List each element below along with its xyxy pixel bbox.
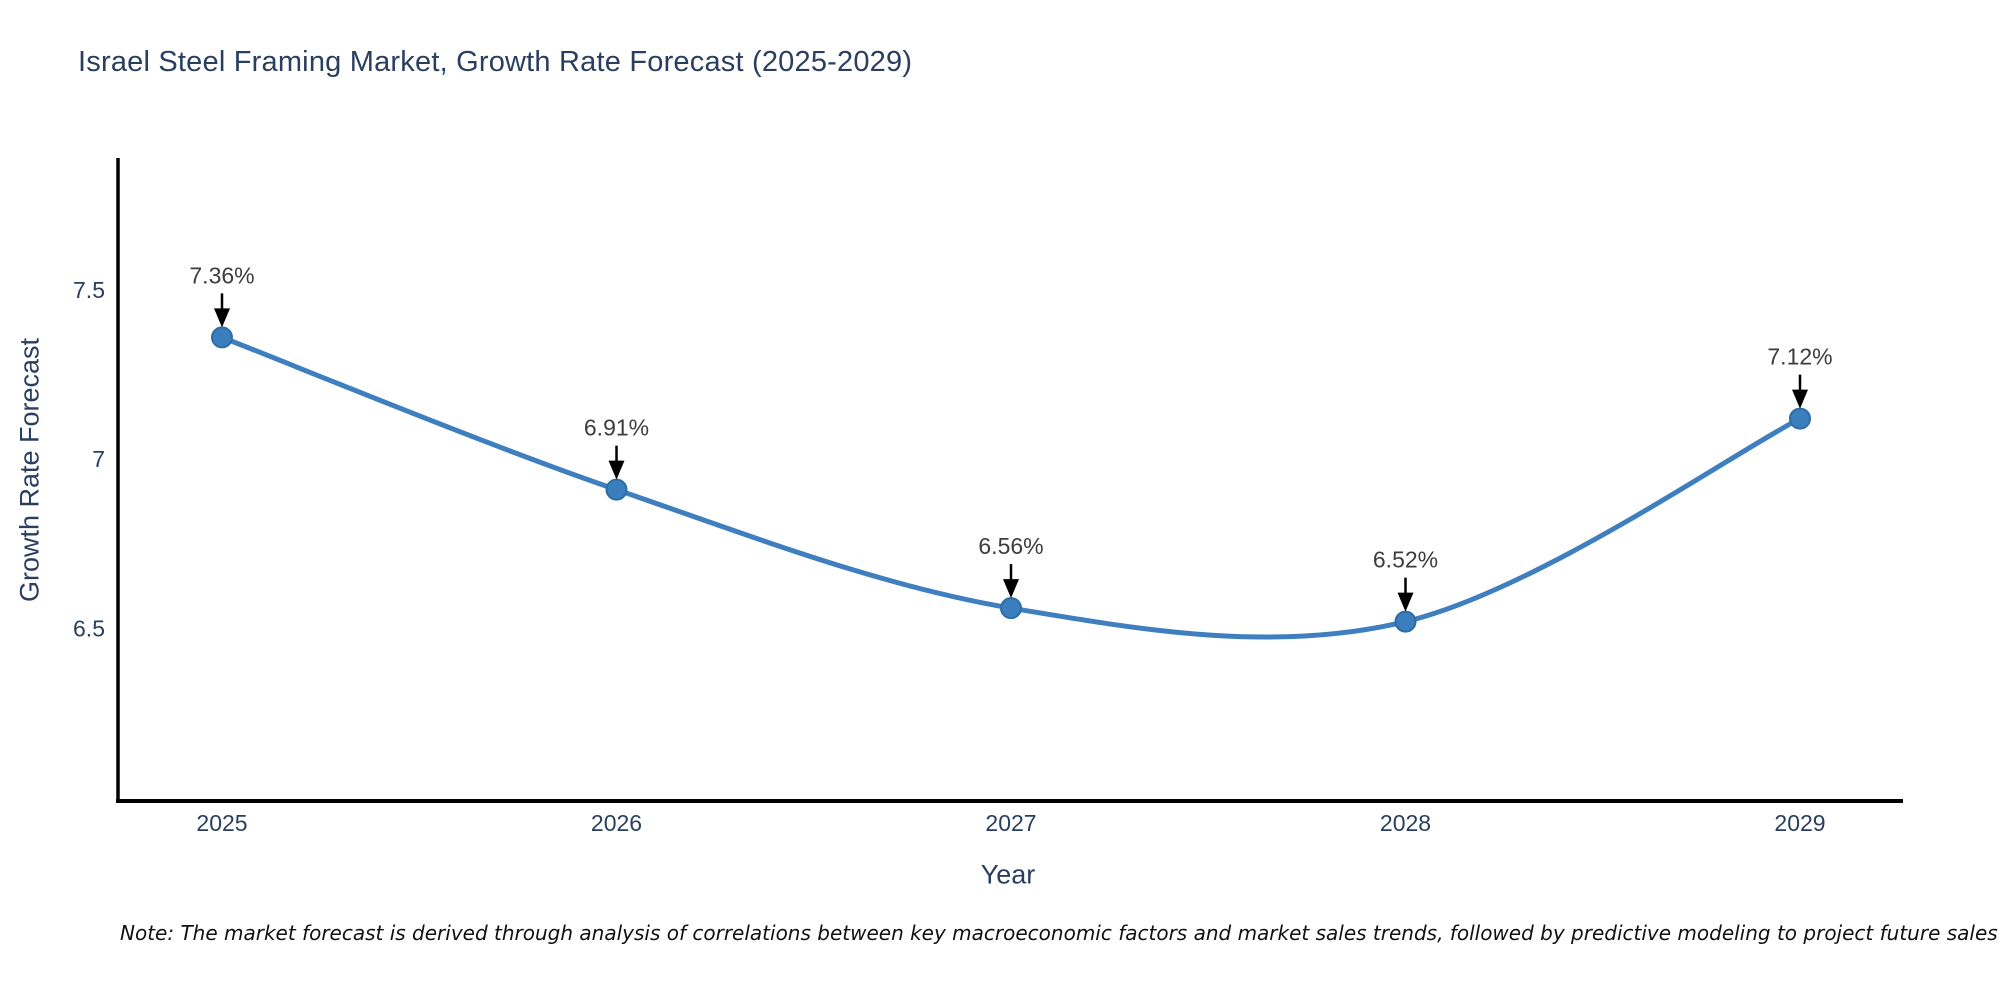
- y-tick-label-6.5: 6.5: [73, 615, 105, 641]
- annotation-arrowhead-2029: [1792, 389, 1808, 409]
- annotation-label-2028: 6.52%: [1373, 547, 1438, 573]
- x-axis-title: Year: [980, 859, 1036, 890]
- data-point-2027[interactable]: [1000, 597, 1022, 620]
- x-tick-label-2025: 2025: [196, 810, 247, 836]
- x-tick-label-2029: 2029: [1774, 810, 1825, 836]
- y-tick-label-7.5: 7.5: [73, 277, 105, 303]
- y-axis-title: Growth Rate Forecast: [14, 337, 45, 603]
- annotation-arrowhead-2027: [1003, 579, 1019, 599]
- annotation-label-2025: 7.36%: [189, 262, 254, 288]
- y-tick-label-7: 7: [92, 446, 105, 472]
- annotation-arrowhead-2025: [214, 308, 230, 328]
- annotation-label-2026: 6.91%: [584, 415, 649, 441]
- x-tick-label-2027: 2027: [985, 810, 1036, 836]
- annotation-arrowhead-2028: [1397, 592, 1414, 612]
- chart-footnote: Note: The market forecast is derived thr…: [120, 921, 1998, 945]
- data-point-2025[interactable]: [211, 326, 233, 349]
- data-point-2029[interactable]: [1789, 407, 1811, 430]
- annotation-label-2029: 7.12%: [1767, 344, 1832, 370]
- data-point-2028[interactable]: [1394, 610, 1417, 633]
- annotation-arrowhead-2026: [608, 460, 625, 480]
- data-point-2026[interactable]: [605, 478, 628, 501]
- x-tick-label-2026: 2026: [591, 810, 642, 836]
- chart-title: Israel Steel Framing Market, Growth Rate…: [78, 46, 913, 78]
- x-tick-label-2028: 2028: [1380, 810, 1431, 836]
- annotation-label-2027: 6.56%: [978, 533, 1043, 559]
